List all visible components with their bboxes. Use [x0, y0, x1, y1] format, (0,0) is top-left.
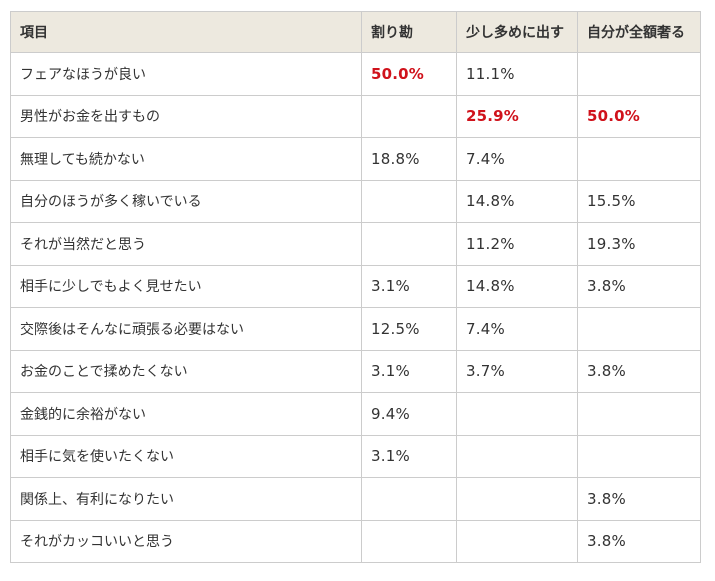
row-item: 交際後はそんなに頑張る必要はない: [10, 307, 362, 351]
cell-warikan: 3.1%: [361, 349, 457, 393]
cell-zengaku: [577, 307, 701, 351]
cell-zengaku: 3.8%: [577, 477, 701, 521]
cell-sukoshi: 11.2%: [456, 222, 578, 266]
cell-zengaku: 19.3%: [577, 222, 701, 266]
cell-sukoshi: 25.9%: [456, 94, 578, 138]
table-row: 無理しても続かない 18.8% 7.4%: [10, 137, 701, 181]
cell-zengaku: 3.8%: [577, 519, 701, 563]
cell-sukoshi: 7.4%: [456, 137, 578, 181]
table-row: 相手に気を使いたくない 3.1%: [10, 434, 701, 478]
cell-warikan: [361, 519, 457, 563]
cell-warikan: [361, 222, 457, 266]
table-row: 金銭的に余裕がない 9.4%: [10, 392, 701, 436]
table-row: それが当然だと思う 11.2% 19.3%: [10, 222, 701, 266]
row-item: お金のことで揉めたくない: [10, 349, 362, 393]
header-warikan: 割り勘: [361, 11, 457, 53]
cell-warikan: [361, 179, 457, 223]
row-item: それがカッコいいと思う: [10, 519, 362, 563]
cell-warikan: [361, 477, 457, 521]
table-row: フェアなほうが良い 50.0% 11.1%: [10, 52, 701, 96]
header-zengaku: 自分が全額奢る: [577, 11, 701, 53]
cell-zengaku: [577, 392, 701, 436]
cell-zengaku: 3.8%: [577, 349, 701, 393]
cell-sukoshi: 7.4%: [456, 307, 578, 351]
cell-sukoshi: [456, 519, 578, 563]
row-item: 相手に気を使いたくない: [10, 434, 362, 478]
cell-warikan: 18.8%: [361, 137, 457, 181]
cell-zengaku: 3.8%: [577, 264, 701, 308]
cell-warikan: [361, 94, 457, 138]
cell-sukoshi: 11.1%: [456, 52, 578, 96]
cell-warikan: 3.1%: [361, 434, 457, 478]
cell-sukoshi: [456, 434, 578, 478]
cell-sukoshi: 14.8%: [456, 179, 578, 223]
header-item: 項目: [10, 11, 362, 53]
row-item: 無理しても続かない: [10, 137, 362, 181]
row-item: 関係上、有利になりたい: [10, 477, 362, 521]
row-item: 男性がお金を出すもの: [10, 94, 362, 138]
row-item: それが当然だと思う: [10, 222, 362, 266]
cell-sukoshi: 3.7%: [456, 349, 578, 393]
cell-sukoshi: 14.8%: [456, 264, 578, 308]
survey-table-wrapper: 項目 割り勘 少し多めに出す 自分が全額奢る フェアなほうが良い 50.0% 1…: [10, 11, 701, 563]
row-item: フェアなほうが良い: [10, 52, 362, 96]
table-row: 関係上、有利になりたい 3.8%: [10, 477, 701, 521]
table-row: お金のことで揉めたくない 3.1% 3.7% 3.8%: [10, 349, 701, 393]
row-item: 相手に少しでもよく見せたい: [10, 264, 362, 308]
cell-zengaku: 15.5%: [577, 179, 701, 223]
row-item: 自分のほうが多く稼いでいる: [10, 179, 362, 223]
cell-warikan: 9.4%: [361, 392, 457, 436]
survey-results-table: 項目 割り勘 少し多めに出す 自分が全額奢る フェアなほうが良い 50.0% 1…: [10, 11, 701, 563]
table-row: 交際後はそんなに頑張る必要はない 12.5% 7.4%: [10, 307, 701, 351]
table-row: それがカッコいいと思う 3.8%: [10, 519, 701, 563]
row-item: 金銭的に余裕がない: [10, 392, 362, 436]
cell-warikan: 50.0%: [361, 52, 457, 96]
cell-sukoshi: [456, 392, 578, 436]
cell-warikan: 12.5%: [361, 307, 457, 351]
cell-zengaku: [577, 434, 701, 478]
table-row: 相手に少しでもよく見せたい 3.1% 14.8% 3.8%: [10, 264, 701, 308]
table-row: 自分のほうが多く稼いでいる 14.8% 15.5%: [10, 179, 701, 223]
table-header-row: 項目 割り勘 少し多めに出す 自分が全額奢る: [10, 11, 701, 53]
cell-zengaku: [577, 52, 701, 96]
cell-zengaku: 50.0%: [577, 94, 701, 138]
table-row: 男性がお金を出すもの 25.9% 50.0%: [10, 94, 701, 138]
cell-warikan: 3.1%: [361, 264, 457, 308]
cell-zengaku: [577, 137, 701, 181]
header-sukoshi-ooku: 少し多めに出す: [456, 11, 578, 53]
cell-sukoshi: [456, 477, 578, 521]
